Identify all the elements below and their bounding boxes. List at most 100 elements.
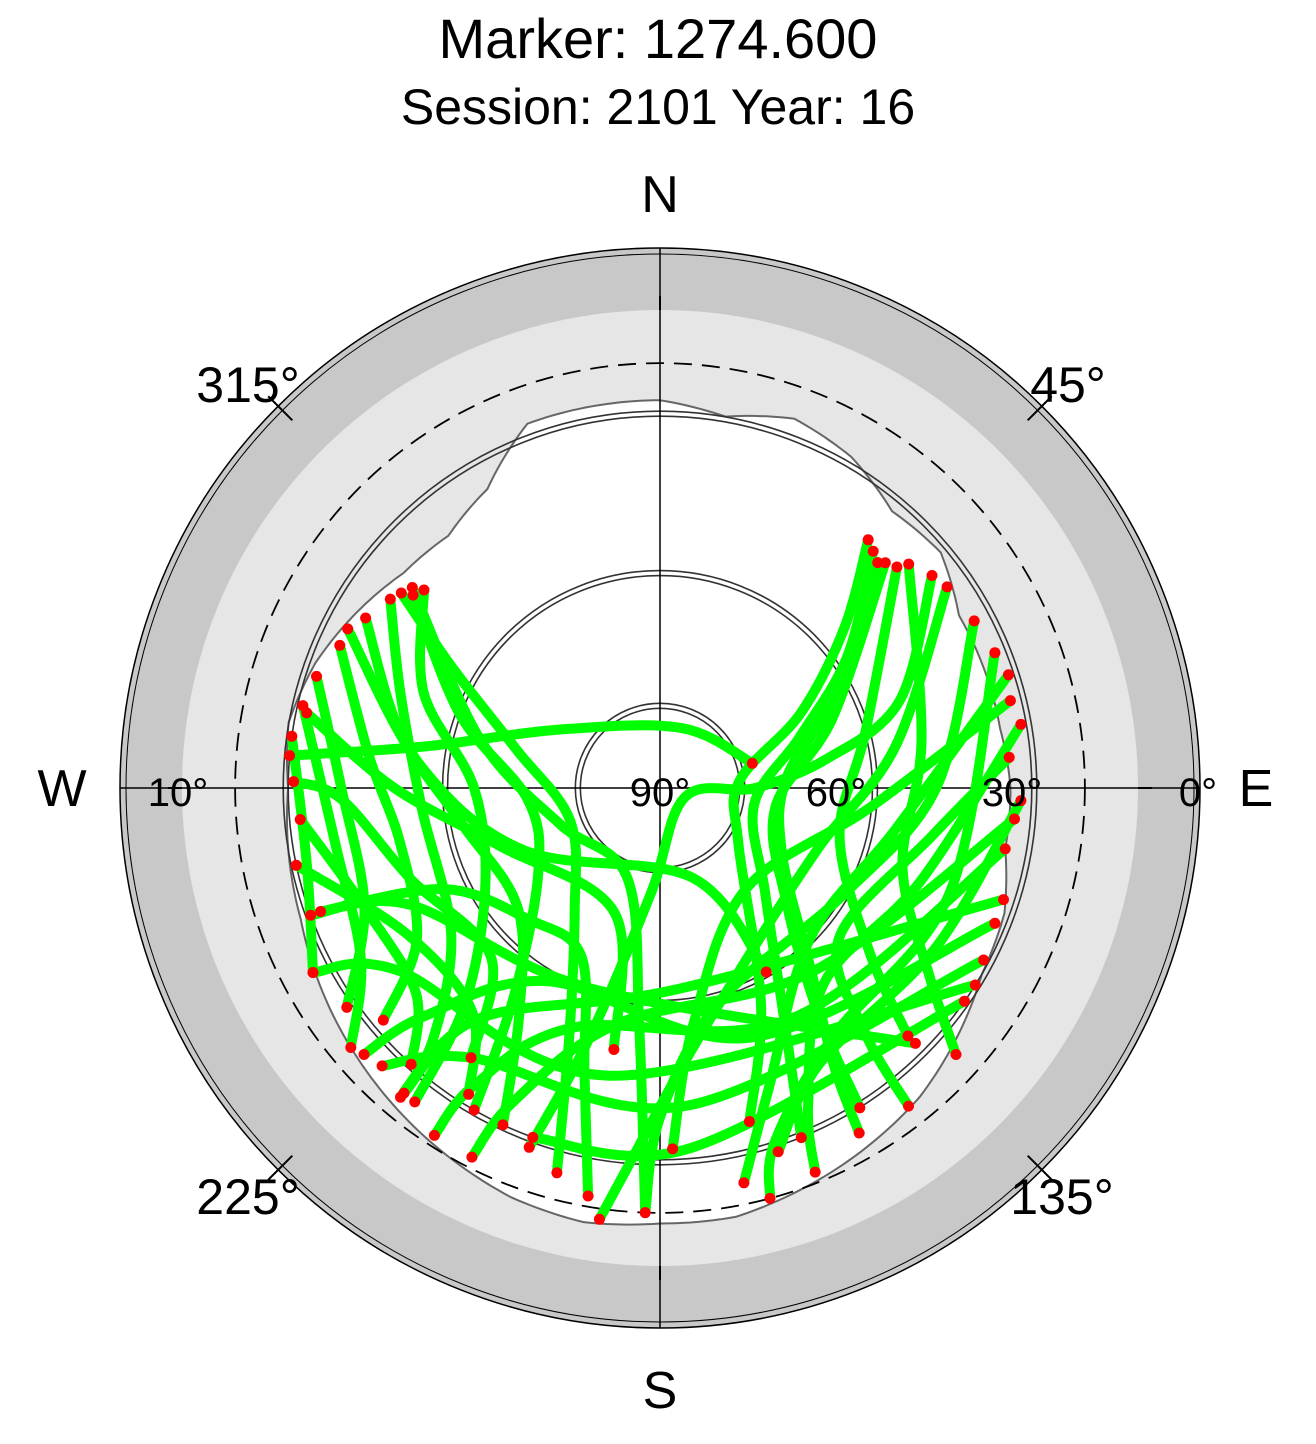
track-endpoint xyxy=(551,1167,563,1179)
satellite-track xyxy=(295,814,424,1070)
track-endpoint xyxy=(989,917,1001,929)
satellite-track xyxy=(334,640,423,1026)
satellite-track xyxy=(767,557,891,1113)
satellite-track xyxy=(763,647,1000,1204)
elevation-tick-label: 0° xyxy=(1179,771,1217,815)
track-endpoint xyxy=(463,1088,475,1100)
satellite-track xyxy=(342,623,772,977)
track-endpoint xyxy=(743,1116,755,1127)
track-endpoint xyxy=(968,615,980,627)
track-endpoint xyxy=(376,1060,388,1072)
track-endpoint xyxy=(667,1143,679,1155)
track-endpoint xyxy=(288,776,300,788)
track-endpoint xyxy=(465,1052,477,1064)
track-endpoint xyxy=(315,906,327,917)
track-endpoint xyxy=(418,584,430,596)
track-endpoint xyxy=(466,1151,478,1163)
track-endpoints xyxy=(284,534,1027,1225)
track-endpoint xyxy=(395,587,407,599)
azimuth-tick-label: 135° xyxy=(1010,1169,1113,1225)
track-endpoint xyxy=(903,558,915,570)
satellite-track xyxy=(308,958,981,1081)
satellite-track xyxy=(396,588,582,1178)
satellite-track xyxy=(291,860,482,1100)
satellite-track xyxy=(407,582,651,1218)
track-endpoint xyxy=(334,639,346,651)
track-endpoint xyxy=(468,1104,480,1116)
track-endpoint xyxy=(311,670,322,682)
track-endpoint xyxy=(608,1044,620,1055)
track-endpoint xyxy=(926,570,938,581)
track-endpoint xyxy=(497,1119,509,1131)
track-endpoint xyxy=(854,1102,866,1114)
track-endpoint xyxy=(891,561,903,573)
satellite-track xyxy=(288,776,499,1063)
satellite-track xyxy=(315,883,594,1201)
azimuth-tick-label: 225° xyxy=(196,1169,299,1225)
azimuth-tick-label: 315° xyxy=(196,357,299,413)
track-endpoint xyxy=(582,1190,594,1202)
chart-title: Marker: 1274.600 xyxy=(438,7,878,70)
satellite-track xyxy=(738,669,1014,1188)
chart-subtitle: Session: 2101 Year: 16 xyxy=(400,79,916,135)
satellite-track xyxy=(594,581,953,1225)
track-endpoint xyxy=(1015,718,1027,730)
track-endpoint xyxy=(360,612,372,624)
satellite-track xyxy=(408,590,545,1115)
track-endpoint xyxy=(409,1096,421,1108)
satellite-tracks xyxy=(284,534,1026,1225)
direction-north: N xyxy=(641,166,679,224)
track-endpoint xyxy=(345,1042,357,1053)
track-endpoint xyxy=(795,1132,807,1144)
track-endpoint xyxy=(342,623,354,635)
track-endpoint xyxy=(284,750,296,762)
track-endpoint xyxy=(405,1058,417,1070)
azimuth-tick xyxy=(1026,1154,1053,1181)
elevation-tick-label: 10° xyxy=(148,771,209,815)
track-endpoint xyxy=(1003,669,1014,681)
track-endpoint xyxy=(290,859,302,871)
track-endpoint xyxy=(286,730,298,742)
track-endpoint xyxy=(853,1127,865,1139)
track-endpoint xyxy=(523,1141,535,1153)
satellite-track xyxy=(466,814,1020,1163)
track-endpoint xyxy=(307,967,319,978)
track-endpoint xyxy=(1015,795,1027,807)
track-endpoint xyxy=(809,1166,821,1178)
satellite-track xyxy=(301,707,628,1055)
track-endpoint xyxy=(969,979,981,991)
track-endpoint xyxy=(772,1146,784,1158)
azimuth-tick xyxy=(267,1154,294,1181)
track-endpoint xyxy=(358,1049,370,1060)
track-endpoint xyxy=(294,814,306,825)
track-endpoint xyxy=(377,1014,389,1026)
satellite-track xyxy=(284,720,758,769)
track-endpoint xyxy=(903,1100,914,1112)
track-endpoint xyxy=(760,966,772,978)
track-endpoint xyxy=(941,581,953,593)
elevation-tick-label: 90° xyxy=(630,771,691,815)
track-endpoint xyxy=(746,757,758,769)
track-endpoint xyxy=(909,1037,921,1049)
track-endpoint xyxy=(341,1001,353,1013)
direction-south: S xyxy=(643,1362,678,1420)
track-endpoint xyxy=(950,1049,962,1060)
track-endpoint xyxy=(301,707,313,719)
azimuth-tick-label: 45° xyxy=(1030,357,1106,413)
track-endpoint xyxy=(738,1177,750,1189)
track-endpoint xyxy=(978,954,990,966)
track-endpoint xyxy=(1009,813,1020,825)
track-endpoint xyxy=(593,1213,605,1225)
track-endpoint xyxy=(867,545,879,557)
elevation-tick-label: 30° xyxy=(982,771,1043,815)
track-endpoint xyxy=(998,894,1009,906)
track-endpoint xyxy=(959,995,970,1007)
satellite-track xyxy=(667,695,1016,1154)
elevation-tick-label: 60° xyxy=(806,771,867,815)
track-endpoint xyxy=(1004,695,1016,707)
satellite-track xyxy=(286,731,318,978)
satellite-track xyxy=(385,594,457,1103)
track-endpoint xyxy=(305,909,317,921)
direction-west: W xyxy=(37,760,86,818)
